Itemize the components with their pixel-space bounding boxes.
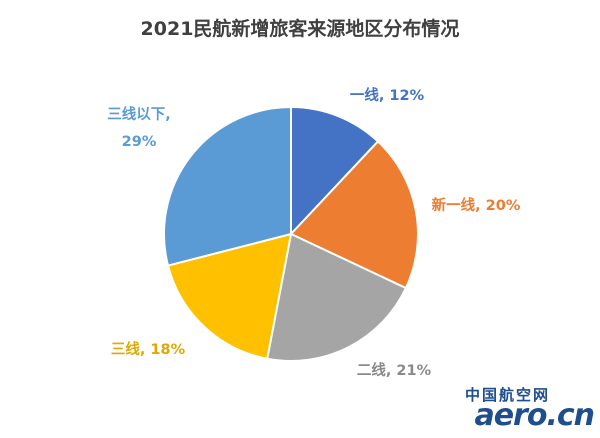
chart-title: 2021民航新增旅客来源地区分布情况 bbox=[140, 18, 460, 40]
slice-label-1: 一线, 12% bbox=[350, 86, 425, 104]
watermark-cn-text: 中国航空网 bbox=[464, 386, 550, 404]
pie-slice-3 bbox=[266, 232, 408, 362]
pie-slice-1 bbox=[290, 105, 380, 237]
aero-cn-watermark-logo: 中国航空网 aero.cn bbox=[440, 384, 600, 438]
pie-slice-4 bbox=[166, 232, 293, 360]
pie-slices bbox=[163, 105, 419, 362]
pie-labels: 一线, 12% 新一线, 20% 二线, 21% 三线, 18% 三线以下, 29% bbox=[107, 86, 521, 379]
slice-label-5-name: 三线以下, bbox=[107, 105, 171, 123]
watermark-en-text: aero.cn bbox=[474, 398, 595, 433]
slice-label-4: 三线, 18% bbox=[111, 340, 186, 358]
pie-slice-2 bbox=[289, 140, 419, 290]
pie-slice-5 bbox=[163, 105, 292, 267]
slice-label-2: 新一线, 20% bbox=[432, 196, 521, 214]
slice-label-5-value: 29% bbox=[122, 134, 157, 150]
slice-label-3: 二线, 21% bbox=[357, 361, 432, 379]
